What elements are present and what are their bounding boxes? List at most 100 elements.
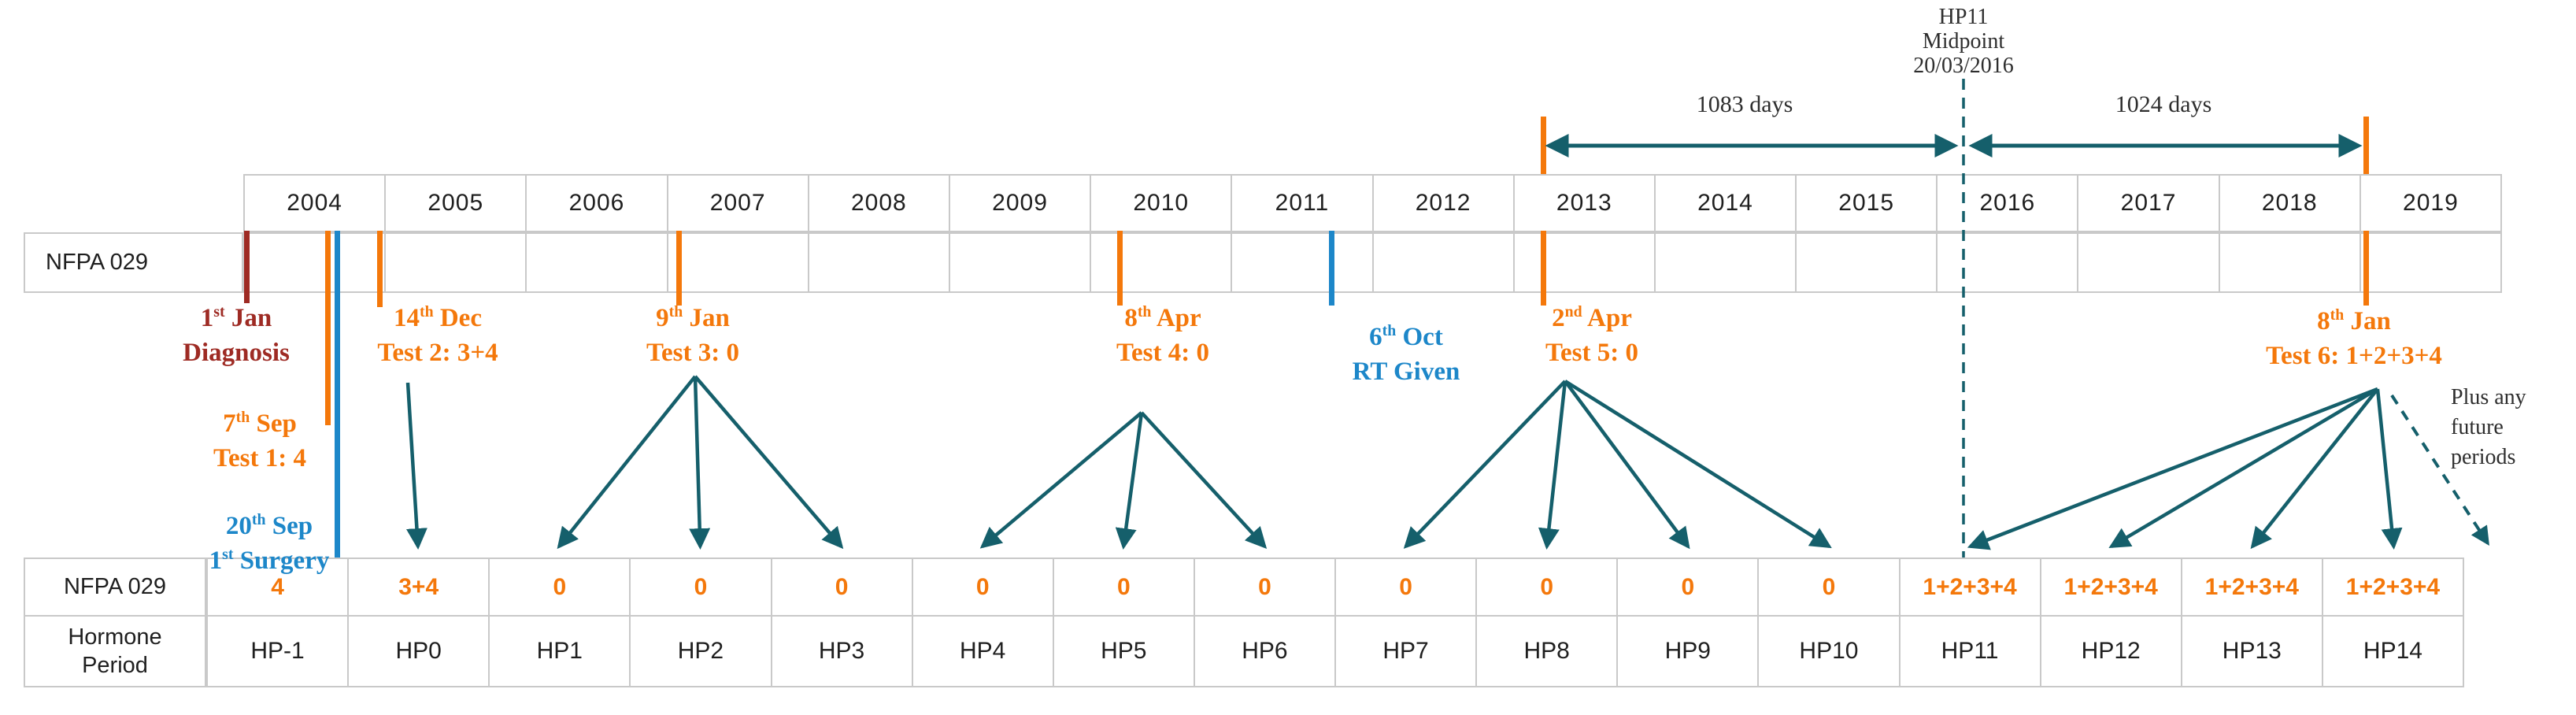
year-cell-2004: 2004 [245, 176, 384, 231]
nfpa-value-cell-HP14: 1+2+3+4 [2321, 559, 2463, 615]
timeline-cell-2013 [1512, 234, 1654, 291]
period-label: HP12 [2081, 638, 2141, 664]
nfpa-value: 1+2+3+4 [2204, 573, 2299, 600]
test1-tick [324, 231, 331, 425]
nfpa-value-cell-HP11: 1+2+3+4 [1898, 559, 2040, 615]
timeline-cell-2004 [245, 234, 384, 291]
nfpa-value-cell-HP2: 0 [629, 559, 770, 615]
period-cell-HP5: HP5 [1052, 617, 1194, 686]
rt-tick [1328, 231, 1334, 306]
timeline-cell-2016 [1936, 234, 2077, 291]
nfpa-value: 0 [1540, 573, 1554, 600]
nfpa-value: 4 [271, 573, 284, 600]
test3-tick [675, 231, 682, 306]
year-cell-2017: 2017 [2077, 176, 2218, 231]
period-label: HP4 [960, 638, 1006, 664]
nfpa-value: 3+4 [398, 573, 439, 600]
year-cell-2019: 2019 [2359, 176, 2500, 231]
timeline-event-row [243, 232, 2502, 293]
period-cell-HP2: HP2 [629, 617, 770, 686]
bottom-row1-label: NFPA 029 [63, 574, 167, 599]
bottom-row2-label: Hormone Period [68, 624, 162, 678]
year-cell-2016: 2016 [1936, 176, 2077, 231]
year-cell-2014: 2014 [1653, 176, 1795, 231]
test5-label: 2nd Apr Test 5: 0 [1545, 303, 1638, 367]
bottom-row1-label-cell: NFPA 029 [24, 558, 206, 617]
timeline-row-label-cell: NFPA 029 [24, 232, 243, 293]
nfpa-value: 0 [1258, 573, 1271, 600]
diagnosis-tick [243, 231, 250, 303]
year-cell-2018: 2018 [2218, 176, 2359, 231]
future-periods-note: Plus any future periods [2451, 383, 2526, 472]
period-label: HP7 [1382, 638, 1429, 664]
period-label: HP1 [536, 638, 583, 664]
timeline-cell-2018 [2218, 234, 2359, 291]
surgery-label: 20th Sep 1st Surgery [209, 511, 330, 575]
nfpa-value-cell-HP3: 0 [770, 559, 912, 615]
period-cell-HP4: HP4 [911, 617, 1053, 686]
period-label: HP-1 [250, 638, 305, 664]
year-label: 2007 [709, 190, 766, 216]
year-cell-2015: 2015 [1795, 176, 1936, 231]
hp11-midpoint-line1: HP11 [1938, 5, 1989, 29]
future-note-line2: future [2451, 415, 2504, 439]
nfpa-value-cell-HP8: 0 [1475, 559, 1616, 615]
timeline-row-label: NFPA 029 [46, 250, 149, 275]
rt-label: 6th Oct RT Given [1352, 322, 1460, 386]
period-label: HP13 [2222, 638, 2282, 664]
nfpa-value-cell-HP1: 0 [488, 559, 629, 615]
year-label: 2013 [1556, 190, 1612, 216]
nfpa-value: 0 [1116, 573, 1131, 600]
bottom-row2-label-cell: Hormone Period [24, 615, 206, 687]
period-cell-HP0: HP0 [347, 617, 488, 686]
year-cell-2009: 2009 [948, 176, 1090, 231]
year-label: 2011 [1275, 190, 1330, 216]
nfpa-value-cell-HP7: 0 [1334, 559, 1475, 615]
surgery-tick [334, 231, 340, 558]
nfpa-value-cell-HP5: 0 [1052, 559, 1194, 615]
year-label: 2015 [1838, 190, 1895, 216]
nfpa-value-cell-HP-1: 4 [208, 559, 347, 615]
nfpa-value-cell-HP10: 0 [1757, 559, 1898, 615]
period-cell-HP10: HP10 [1757, 617, 1898, 686]
nfpa-value-cell-HP4: 0 [911, 559, 1053, 615]
nfpa-value: 0 [1399, 573, 1412, 600]
period-cell-HP13: HP13 [2180, 617, 2322, 686]
year-cell-2012: 2012 [1371, 176, 1513, 231]
span-1083-days-label: 1083 days [1696, 91, 1793, 117]
year-label: 2005 [427, 190, 484, 216]
timeline-cell-2006 [525, 234, 666, 291]
year-label: 2004 [287, 190, 342, 216]
timeline-cell-2005 [384, 234, 525, 291]
timeline-cell-2019 [2359, 234, 2500, 291]
year-cell-2006: 2006 [525, 176, 666, 231]
test6-tick [2363, 231, 2369, 306]
test5-tick [1540, 231, 1546, 306]
year-header-row: 2004 2005 2006 2007 2008 2009 2010 2011 2012 2013… [243, 174, 2502, 232]
year-label: 2009 [992, 190, 1048, 216]
timeline-cell-2010 [1090, 234, 1231, 291]
period-cell-HP1: HP1 [488, 617, 629, 686]
year-cell-2011: 2011 [1231, 176, 1371, 231]
year-label: 2016 [1979, 190, 2036, 216]
timeline-cell-2012 [1371, 234, 1513, 291]
period-label: HP6 [1242, 638, 1288, 664]
test4-label: 8th Apr Test 4: 0 [1116, 303, 1209, 367]
timeline-cell-2009 [948, 234, 1090, 291]
period-label: HP2 [677, 638, 724, 664]
period-cell-HP6: HP6 [1193, 617, 1334, 686]
year-label: 2012 [1415, 190, 1471, 216]
period-cell-HP11: HP11 [1898, 617, 2040, 686]
period-label: HP14 [2363, 638, 2422, 664]
period-label: HP9 [1664, 638, 1711, 664]
nfpa-value-cell-HP12: 1+2+3+4 [2039, 559, 2181, 615]
test3-label: 9th Jan Test 3: 0 [646, 303, 739, 367]
period-label: HP11 [1941, 638, 1999, 664]
nfpa-value: 0 [975, 573, 990, 600]
period-label: HP5 [1101, 638, 1147, 664]
year-label: 2018 [2261, 190, 2318, 216]
nfpa-value-cell-HP0: 3+4 [347, 559, 488, 615]
hormone-period-row: HP-1 HP0 HP1 HP2 HP3 HP4 HP5 HP6 HP7 HP8 HP9 HP10 HP… [206, 615, 2464, 687]
nfpa-value: 1+2+3+4 [1923, 573, 2017, 600]
